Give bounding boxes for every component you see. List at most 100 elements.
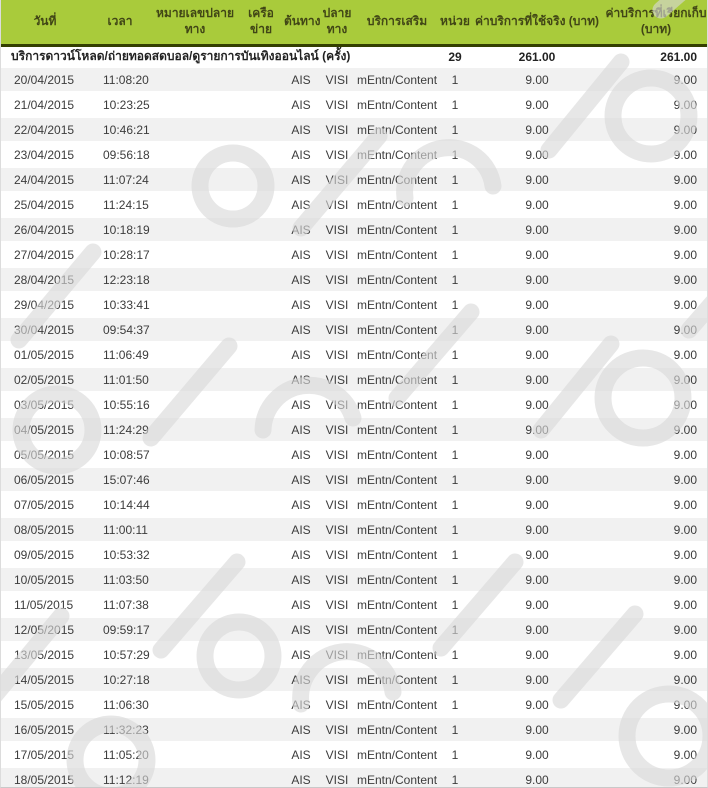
cell-billed-fee: 9.00: [603, 492, 707, 518]
cell-actual-fee: 9.00: [471, 142, 603, 168]
cell-time: 09:54:37: [89, 317, 151, 343]
cell-origin: AIS: [283, 642, 319, 668]
cell-destination: VISI: [319, 517, 355, 543]
table-row: 24/04/2015 11:07:24 AIS VISI mEntn/Conte…: [1, 167, 707, 193]
cell-service: mEntn/Content: [355, 717, 439, 743]
cell-time: 10:57:29: [89, 642, 151, 668]
summary-label: บริการดาวน์โหลด/ถ่ายทอดสดบอล/ดูรายการบัน…: [1, 45, 439, 68]
cell-actual-fee: 9.00: [471, 92, 603, 118]
cell-origin: AIS: [283, 567, 319, 593]
cell-origin: AIS: [283, 317, 319, 343]
cell-actual-fee: 9.00: [471, 567, 603, 593]
cell-actual-fee: 9.00: [471, 742, 603, 768]
cell-origin: AIS: [283, 542, 319, 568]
cell-network: [239, 342, 283, 368]
table-row: 17/05/2015 11:05:20 AIS VISI mEntn/Conte…: [1, 742, 707, 768]
summary-unit-count: 29: [439, 45, 471, 68]
cell-time: 10:53:32: [89, 542, 151, 568]
cell-date: 10/05/2015: [1, 567, 89, 593]
cell-billed-fee: 9.00: [603, 692, 707, 718]
table-header-row: วันที่ เวลา หมายเลขปลายทาง เครือข่าย ต้น…: [1, 0, 707, 47]
cell-destination-number: [151, 217, 239, 243]
cell-destination-number: [151, 117, 239, 143]
cell-service: mEntn/Content: [355, 342, 439, 368]
cell-actual-fee: 9.00: [471, 692, 603, 718]
cell-billed-fee: 9.00: [603, 467, 707, 493]
cell-destination: VISI: [319, 742, 355, 768]
cell-destination-number: [151, 767, 239, 787]
table-row: 13/05/2015 10:57:29 AIS VISI mEntn/Conte…: [1, 642, 707, 668]
cell-origin: AIS: [283, 517, 319, 543]
col-header-actual-fee: ค่าบริการที่ใช้จริง (บาท): [471, 0, 603, 47]
cell-destination-number: [151, 292, 239, 318]
cell-billed-fee: 9.00: [603, 592, 707, 618]
cell-network: [239, 67, 283, 93]
cell-date: 25/04/2015: [1, 192, 89, 218]
cell-date: 17/05/2015: [1, 742, 89, 768]
cell-unit: 1: [439, 242, 471, 268]
table-row: 20/04/2015 11:08:20 AIS VISI mEntn/Conte…: [1, 67, 707, 93]
cell-network: [239, 167, 283, 193]
cell-billed-fee: 9.00: [603, 267, 707, 293]
cell-time: 09:56:18: [89, 142, 151, 168]
cell-destination-number: [151, 492, 239, 518]
cell-time: 10:23:25: [89, 92, 151, 118]
col-header-date: วันที่: [1, 0, 89, 47]
cell-actual-fee: 9.00: [471, 592, 603, 618]
cell-actual-fee: 9.00: [471, 367, 603, 393]
cell-billed-fee: 9.00: [603, 192, 707, 218]
cell-date: 09/05/2015: [1, 542, 89, 568]
table-row: 06/05/2015 15:07:46 AIS VISI mEntn/Conte…: [1, 467, 707, 493]
cell-time: 11:03:50: [89, 567, 151, 593]
table-row: 04/05/2015 11:24:29 AIS VISI mEntn/Conte…: [1, 417, 707, 443]
cell-actual-fee: 9.00: [471, 492, 603, 518]
cell-date: 28/04/2015: [1, 267, 89, 293]
cell-service: mEntn/Content: [355, 767, 439, 787]
cell-date: 18/05/2015: [1, 767, 89, 787]
cell-network: [239, 242, 283, 268]
cell-actual-fee: 9.00: [471, 642, 603, 668]
cell-billed-fee: 9.00: [603, 242, 707, 268]
cell-actual-fee: 9.00: [471, 442, 603, 468]
table-row: 16/05/2015 11:32:23 AIS VISI mEntn/Conte…: [1, 717, 707, 743]
cell-network: [239, 417, 283, 443]
cell-network: [239, 317, 283, 343]
cell-destination-number: [151, 567, 239, 593]
cell-unit: 1: [439, 642, 471, 668]
cell-destination: VISI: [319, 592, 355, 618]
cell-billed-fee: 9.00: [603, 767, 707, 787]
cell-destination: VISI: [319, 217, 355, 243]
cell-date: 16/05/2015: [1, 717, 89, 743]
cell-time: 11:32:23: [89, 717, 151, 743]
cell-destination: VISI: [319, 767, 355, 787]
col-header-time: เวลา: [89, 0, 151, 47]
cell-destination-number: [151, 692, 239, 718]
cell-unit: 1: [439, 417, 471, 443]
cell-time: 11:00:11: [89, 517, 151, 543]
table-row: 10/05/2015 11:03:50 AIS VISI mEntn/Conte…: [1, 567, 707, 593]
cell-network: [239, 367, 283, 393]
cell-actual-fee: 9.00: [471, 242, 603, 268]
cell-origin: AIS: [283, 117, 319, 143]
cell-actual-fee: 9.00: [471, 342, 603, 368]
cell-unit: 1: [439, 442, 471, 468]
cell-unit: 1: [439, 367, 471, 393]
cell-destination-number: [151, 517, 239, 543]
cell-origin: AIS: [283, 267, 319, 293]
cell-origin: AIS: [283, 367, 319, 393]
cell-time: 10:18:19: [89, 217, 151, 243]
cell-service: mEntn/Content: [355, 742, 439, 768]
cell-unit: 1: [439, 142, 471, 168]
cell-billed-fee: 9.00: [603, 117, 707, 143]
cell-date: 01/05/2015: [1, 342, 89, 368]
cell-origin: AIS: [283, 467, 319, 493]
cell-origin: AIS: [283, 392, 319, 418]
cell-billed-fee: 9.00: [603, 342, 707, 368]
table-row: 28/04/2015 12:23:18 AIS VISI mEntn/Conte…: [1, 267, 707, 293]
cell-billed-fee: 9.00: [603, 442, 707, 468]
cell-network: [239, 667, 283, 693]
cell-time: 11:05:20: [89, 742, 151, 768]
cell-destination-number: [151, 667, 239, 693]
cell-destination-number: [151, 642, 239, 668]
cell-billed-fee: 9.00: [603, 742, 707, 768]
